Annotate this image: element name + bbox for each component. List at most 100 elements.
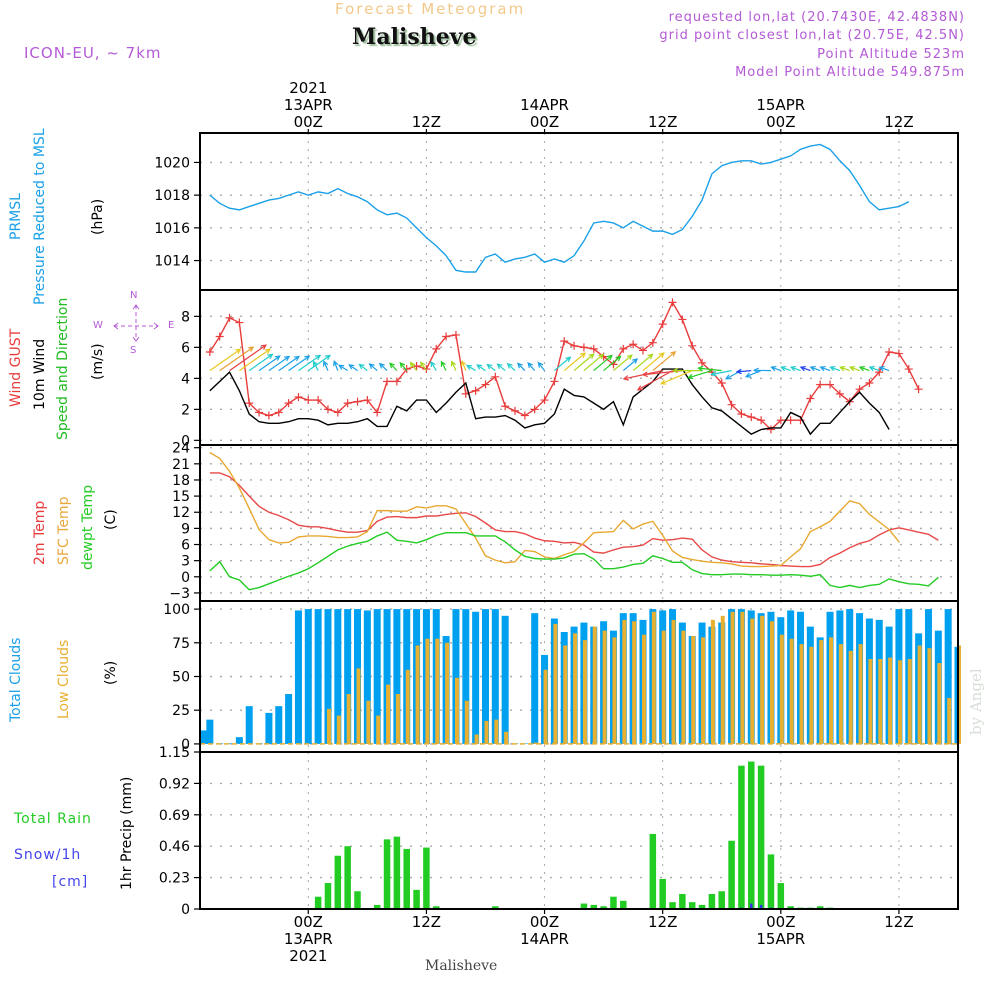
bar-low-clouds [533,742,538,744]
bar-total-clouds [383,609,391,744]
wind-arrow-head [378,362,385,369]
bar-low-clouds [366,700,371,744]
wind-arrow-head [580,352,587,358]
wind-arrow [848,365,860,372]
wind-arrow-shaft [307,354,331,372]
wind-arrow-head [274,355,281,361]
y-tick-label: 0 [181,433,190,449]
wind-arrow-head [858,365,866,372]
wind-arrow-head [687,373,694,380]
y-tick-label: 100 [163,602,190,618]
wind-arrow [735,368,752,375]
snow-label: Snow/1h [14,847,82,863]
compass-north: N [130,290,138,301]
bar-low-clouds [661,630,666,744]
gust-marker [570,341,579,350]
gust-marker [373,408,382,417]
wind-arrow-shaft [810,366,821,372]
bar-low-clouds [750,618,755,744]
y-tick-label: 1.15 [159,745,190,761]
wind-arrow-head [312,360,318,367]
y-tick-label: 6 [181,538,190,554]
wind-arrow [636,370,673,391]
wind-arrow [868,365,880,372]
gust-marker [658,320,667,329]
wind-arrow [258,355,281,372]
x-tick-label-bottom: 12Z [884,913,913,931]
y-tick-label: 0 [181,570,190,586]
wind-arrow [399,361,408,371]
gust-marker [255,408,264,417]
bar-low-clouds [563,645,568,744]
wind-arrow-head [829,365,836,372]
bar-low-clouds [829,637,834,744]
bar-low-clouds [504,731,509,744]
bar-low-clouds [494,719,499,744]
wind-arrow-shaft [603,355,621,372]
wind-arrow-head [636,385,643,391]
bar-total-rain [580,903,588,909]
wind-arrow [430,360,437,371]
x-tick-label-bottom: 00Z [530,913,559,931]
bar-total-rain [423,847,430,909]
wind-arrow [809,365,821,372]
bar-total-clouds [265,712,273,744]
bar-total-clouds [206,719,214,744]
wind-arrow-head [752,367,759,374]
wind-arrow-head [658,352,665,358]
bar-total-clouds [363,610,371,744]
bar-total-rain [777,883,785,909]
total-rain-label: Total Rain [14,811,92,827]
gust-marker [304,396,313,405]
bar-low-clouds [641,634,646,744]
wind-arrow-shaft [790,366,801,372]
bar-low-clouds [651,611,656,744]
wind-arrow [348,364,358,372]
gust-marker [885,348,894,356]
gust-marker [894,349,903,358]
wind-arrow-head [744,372,752,378]
bar-total-rain [659,878,666,909]
x-tick-label-top: 00Z [530,113,559,131]
bar-total-rain [600,906,607,909]
x-tick-label-bottom: 2021 [289,947,327,965]
wind-arrow-shaft [583,353,604,372]
wind-arrow-shaft [278,355,300,372]
model-label: ICON-EU, ~ 7km [24,44,162,62]
bar-total-clouds [393,609,401,744]
wind-arrow-shaft [430,361,437,371]
bar-low-clouds [809,646,814,744]
wind-arrow-shaft [451,361,457,371]
wind-arrow [333,360,339,371]
bar-low-clouds [937,663,942,744]
bar-total-rain [767,854,775,909]
bar-total-rain [610,896,617,909]
series-line-dewpt-temp [209,531,939,591]
gust-marker [619,344,628,353]
series-line-sfc-temp [209,451,900,568]
y-tick-label: 15 [172,489,190,505]
wind-arrow [829,365,841,372]
bar-low-clouds [346,694,351,744]
wind-arrow-shaft [800,366,811,372]
wind-arrow-shaft [369,363,378,372]
wind-arrow-shaft [420,361,427,371]
bar-low-clouds [454,677,459,744]
wind-arrow-head [284,355,291,362]
bar-total-clouds [954,646,958,744]
wind-arrow [789,365,801,372]
bar-total-clouds [452,609,460,744]
bar-total-clouds [275,706,283,744]
wind-arrow [312,360,319,371]
bar-low-clouds [425,638,430,744]
x-tick-label-top: 15APR [756,96,805,114]
gust-marker [560,337,569,346]
bar-low-clouds [395,694,400,744]
wind-arrow-head [622,375,629,381]
gust-marker [245,399,254,408]
wind-arrow-shaft [879,366,890,372]
bar-low-clouds [356,668,361,744]
gust-marker [698,358,707,367]
x-tick-label-bottom: 12Z [412,913,441,931]
wind-arrow-shaft [613,354,633,372]
